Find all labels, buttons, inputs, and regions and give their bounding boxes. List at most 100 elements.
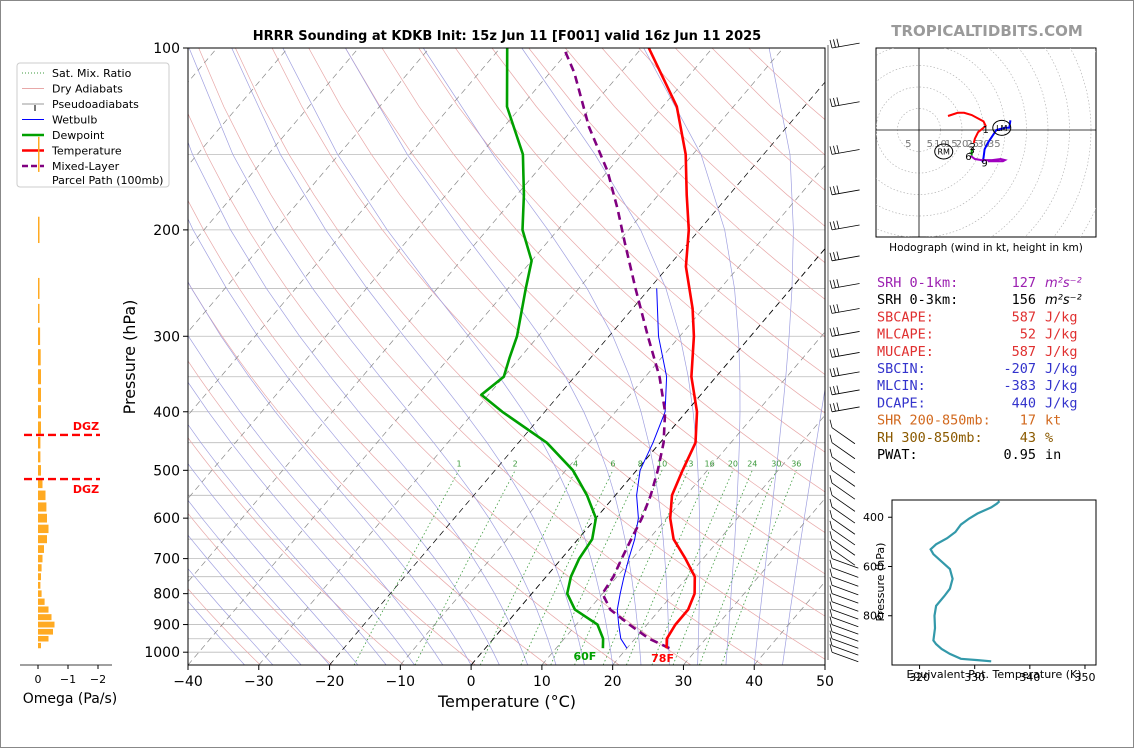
omega-panel: 0 −1 −2 Omega (Pa/s) DGZ DGZ (20, 136, 117, 707)
index-row: SRH 0-1km: 127 m²s⁻² (877, 275, 1082, 291)
omega-bar (38, 327, 41, 346)
index-row: MLCIN: -383 J/kg (877, 378, 1078, 394)
barb-staff (831, 352, 860, 358)
wind-barb (829, 498, 856, 524)
mixing-ratio-line (721, 470, 797, 665)
isotherm (541, 331, 825, 665)
dry-adiabat (565, 48, 825, 300)
index-unit: J/kg (1045, 309, 1078, 325)
dry-adiabat (188, 512, 333, 665)
barb-flag (829, 368, 833, 377)
barb-staff (831, 42, 860, 49)
index-label: DCAPE: (877, 395, 926, 411)
hodograph-trace-3-9km (981, 120, 1012, 163)
barb-staff (831, 389, 860, 396)
barb-flag (833, 386, 836, 395)
barb-flag (829, 568, 833, 577)
barb-flag (829, 475, 833, 484)
site-watermark: TROPICALTIDBITS.COM (891, 22, 1083, 40)
omega-bar (38, 136, 40, 172)
wind-barb (829, 644, 859, 663)
index-row: RH 300-850mb: 43% (877, 430, 1053, 446)
omega-bar (38, 545, 44, 553)
pseudoadiabat (345, 48, 642, 665)
wind-barb (829, 462, 856, 487)
omega-bar (38, 535, 47, 544)
barb-staff (831, 558, 859, 569)
index-unit: % (1045, 430, 1053, 446)
omega-bar (38, 369, 41, 385)
legend-label: Mixed-Layer (52, 160, 120, 173)
legend-label: Dewpoint (52, 129, 105, 142)
barb-flag (833, 327, 836, 336)
wind-barb (829, 585, 859, 604)
omega-bar (38, 349, 41, 366)
omega-bar (38, 642, 41, 649)
mixing-ratio-label: 30 (771, 459, 781, 468)
barb-flag (829, 434, 833, 443)
omega-bar (38, 405, 41, 419)
barb-flag (829, 601, 833, 610)
omega-bar (38, 478, 43, 489)
x-tick-label: −20 (315, 674, 345, 690)
series-dewpoint (480, 48, 605, 649)
omega-bar (38, 614, 52, 621)
barb-flag (829, 98, 833, 107)
wind-barb (829, 609, 859, 628)
omega-bar (38, 421, 41, 434)
hodograph-title: Hodograph (wind in kt, height in km) (889, 242, 1083, 254)
pseudoadiabat (188, 218, 500, 665)
theta-y-tick-label: 800 (863, 610, 884, 623)
index-value: 156 (1012, 292, 1036, 308)
omega-bar (38, 502, 47, 512)
isotherm (188, 48, 713, 665)
barb-flag (829, 644, 833, 653)
wind-barb (829, 577, 859, 596)
y-tick-label: 700 (153, 552, 180, 568)
wind-barb (829, 434, 856, 460)
barb-staff (831, 371, 860, 378)
wind-barb (829, 347, 860, 358)
dry-adiabat (418, 48, 825, 453)
barb-flag (836, 185, 840, 194)
hodograph-frame (875, 47, 1097, 238)
pseudoadiabat (188, 534, 302, 665)
pseudoadiabat (782, 386, 825, 665)
hodograph-trace-1-3km (970, 148, 974, 156)
wind-barb (829, 531, 856, 556)
index-unit: kt (1045, 413, 1061, 429)
barb-flag (836, 220, 840, 229)
barb-flag (829, 498, 833, 508)
barb-staff (831, 593, 859, 604)
barb-staff (831, 494, 856, 512)
mixing-ratio-line (479, 470, 576, 665)
index-value: -383 (1003, 378, 1036, 394)
index-value: 0.95 (1003, 447, 1036, 463)
barb-flag (829, 577, 833, 586)
index-unit: J/kg (1045, 361, 1078, 377)
legend-label: Pseudoadiabats (52, 98, 139, 111)
index-label: MUCAPE: (877, 344, 934, 360)
pseudoadiabat (188, 423, 387, 665)
index-unit: in (1045, 447, 1061, 463)
omega-bar (38, 465, 41, 476)
barb-flag (833, 97, 836, 107)
dry-adiabat (188, 360, 476, 665)
pseudoadiabat (753, 48, 794, 665)
y-tick-label: 200 (153, 223, 180, 239)
mixing-ratio-label: 2 (513, 459, 518, 468)
chart-title: HRRR Sounding at KDKB Init: 15z Jun 11 [… (253, 29, 761, 44)
barb-staff (831, 609, 859, 620)
barb-staff (831, 601, 859, 612)
index-value: 52 (1020, 327, 1036, 343)
theta-x-axis-label: Equivalent Pot. Temperature (K) (906, 668, 1081, 681)
isotherm (188, 48, 501, 416)
barb-flag (829, 616, 833, 625)
isotherm (612, 414, 825, 665)
x-axis-label: Temperature (°C) (437, 692, 576, 711)
wind-barb (829, 97, 860, 107)
barb-flag (829, 487, 833, 496)
barb-flag (833, 403, 836, 412)
